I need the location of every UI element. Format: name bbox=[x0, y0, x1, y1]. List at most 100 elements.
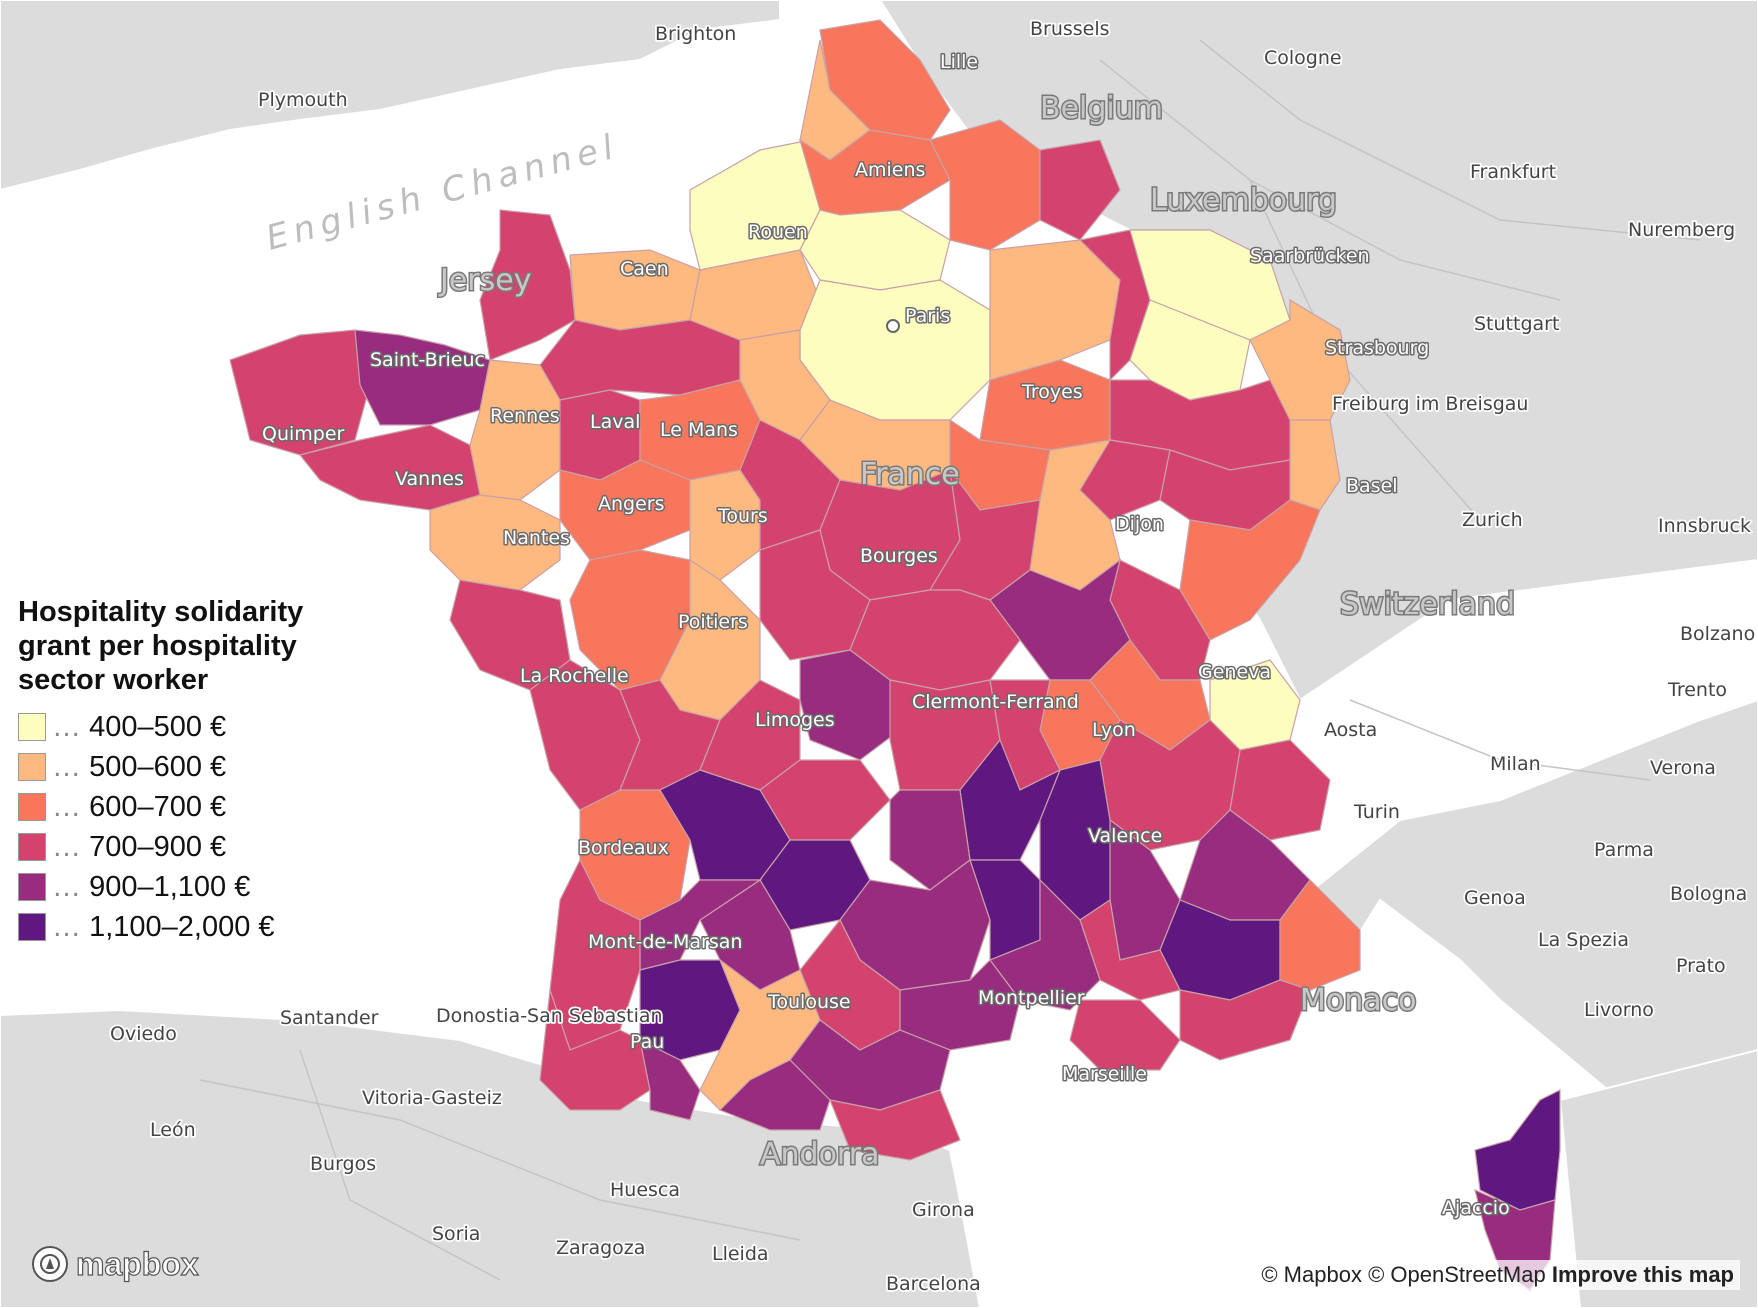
city-label: Trento bbox=[1667, 679, 1727, 701]
city-label: La Rochelle bbox=[520, 665, 629, 687]
city-label: Paris bbox=[905, 305, 950, 327]
city-label: León bbox=[150, 1119, 196, 1141]
country-label-belgium: Belgium bbox=[1040, 91, 1163, 126]
city-label: Huesca bbox=[610, 1179, 680, 1201]
city-label: Rennes bbox=[490, 405, 560, 427]
city-label: Zurich bbox=[1462, 509, 1523, 531]
legend-title: Hospitality solidarity grant per hospita… bbox=[18, 596, 304, 696]
legend-label: 700–900 € bbox=[89, 830, 227, 863]
city-label: Zaragoza bbox=[556, 1237, 645, 1259]
region-gard bbox=[989, 878, 1101, 1011]
legend-label: 500–600 € bbox=[89, 750, 227, 783]
legend-item: … 700–900 € bbox=[18, 827, 348, 867]
city-label: Mont-de-Marsan bbox=[588, 931, 742, 953]
city-label: Vannes bbox=[395, 468, 464, 490]
city-label: Amiens bbox=[855, 159, 925, 181]
legend-swatch bbox=[18, 753, 46, 781]
city-label: Toulouse bbox=[767, 991, 851, 1013]
legend-item: … 1,100–2,000 € bbox=[18, 907, 348, 947]
city-label: Basel bbox=[1346, 475, 1398, 497]
legend-item: … 400–500 € bbox=[18, 707, 348, 747]
legend-swatch bbox=[18, 713, 46, 741]
region-hautes-pyrenees bbox=[639, 1038, 701, 1121]
capital-marker bbox=[886, 319, 900, 333]
city-label: Caen bbox=[620, 258, 669, 280]
city-label: Brussels bbox=[1030, 18, 1110, 40]
city-label: Parma bbox=[1594, 839, 1654, 861]
city-label: Oviedo bbox=[110, 1023, 177, 1045]
city-label: Cologne bbox=[1264, 47, 1342, 69]
city-label: Donostia-San Sebastian bbox=[436, 1005, 663, 1027]
region-creuse bbox=[799, 649, 901, 761]
legend-swatch bbox=[18, 913, 46, 941]
map-attribution: © Mapbox © OpenStreetMap Improve this ma… bbox=[1255, 1260, 1740, 1290]
legend-item: … 600–700 € bbox=[18, 787, 348, 827]
city-label: Strasbourg bbox=[1325, 337, 1429, 359]
city-label: Marseille bbox=[1062, 1063, 1147, 1085]
legend-label: 1,100–2,000 € bbox=[89, 910, 275, 943]
improve-map-link[interactable]: Improve this map bbox=[1551, 1262, 1734, 1287]
city-label: Stuttgart bbox=[1474, 313, 1559, 335]
city-label: Milan bbox=[1490, 753, 1541, 775]
mapbox-logo-icon bbox=[32, 1246, 68, 1282]
region-manche bbox=[479, 209, 576, 361]
city-label: Geneva bbox=[1198, 661, 1271, 683]
legend-item: … 900–1,100 € bbox=[18, 867, 348, 907]
city-label: Aosta bbox=[1324, 719, 1377, 741]
map-legend: Hospitality solidarity grant per hospita… bbox=[18, 595, 348, 947]
mapbox-logo-text: mapbox bbox=[75, 1245, 199, 1282]
city-label: Plymouth bbox=[258, 89, 348, 111]
city-label: Dijon bbox=[1115, 513, 1164, 535]
legend-label: 600–700 € bbox=[89, 790, 227, 823]
city-label: Poitiers bbox=[678, 611, 748, 633]
country-label-france: France bbox=[860, 457, 960, 492]
attribution-mapbox-link[interactable]: © Mapbox bbox=[1261, 1262, 1362, 1287]
country-label-andorra: Andorra bbox=[760, 1137, 879, 1172]
legend-label: 400–500 € bbox=[89, 710, 227, 743]
region-loire-atlantique bbox=[429, 494, 561, 591]
region-var bbox=[1179, 979, 1311, 1061]
city-label: Saint-Brieuc bbox=[370, 349, 485, 371]
city-label: Troyes bbox=[1021, 381, 1083, 403]
legend-prefix: … bbox=[52, 910, 81, 943]
city-label: Burgos bbox=[310, 1153, 376, 1175]
legend-swatch bbox=[18, 793, 46, 821]
legend-prefix: … bbox=[52, 870, 81, 903]
legend-prefix: … bbox=[52, 710, 81, 743]
city-label: Girona bbox=[912, 1199, 975, 1221]
city-label: Freiburg im Breisgau bbox=[1332, 393, 1528, 415]
city-label: Rouen bbox=[748, 221, 808, 243]
city-label: Clermont-Ferrand bbox=[912, 691, 1079, 713]
city-label: Limoges bbox=[755, 709, 835, 731]
france-city-labels: Lille Amiens Rouen Caen Paris Saint-Brie… bbox=[261, 50, 1512, 1221]
city-label: Tours bbox=[717, 505, 768, 527]
city-label: Valence bbox=[1088, 825, 1162, 847]
city-label: Bologna bbox=[1670, 883, 1747, 905]
country-label-monaco: Monaco bbox=[1300, 983, 1416, 1018]
country-label-switzerland: Switzerland bbox=[1340, 587, 1515, 622]
region-ariege bbox=[718, 1059, 831, 1131]
attribution-osm-link[interactable]: © OpenStreetMap bbox=[1368, 1262, 1546, 1287]
city-label: Lyon bbox=[1092, 719, 1136, 741]
region-bouches-rhone bbox=[1069, 999, 1181, 1071]
legend-prefix: … bbox=[52, 790, 81, 823]
mapbox-logo[interactable]: mapbox bbox=[30, 1244, 199, 1284]
city-label: Soria bbox=[432, 1223, 480, 1245]
city-label: Frankfurt bbox=[1470, 161, 1556, 183]
country-label-luxembourg: Luxembourg bbox=[1150, 183, 1337, 218]
city-label: Vitoria-Gasteiz bbox=[362, 1087, 502, 1109]
city-label: Brighton bbox=[655, 23, 736, 45]
city-label: Le Mans bbox=[660, 419, 738, 441]
city-label: Angers bbox=[598, 493, 665, 515]
legend-swatch bbox=[18, 873, 46, 901]
city-label: Nuremberg bbox=[1628, 219, 1735, 241]
city-label: Ajaccio bbox=[1442, 1197, 1510, 1219]
external-city-labels: Brighton Plymouth Brussels Cologne Frank… bbox=[108, 16, 1757, 1297]
region-pyrenees-orientales bbox=[829, 1089, 961, 1161]
legend-prefix: … bbox=[52, 830, 81, 863]
city-label: Nantes bbox=[503, 527, 570, 549]
city-label: Quimper bbox=[262, 423, 345, 445]
city-label: Barcelona bbox=[886, 1273, 981, 1295]
